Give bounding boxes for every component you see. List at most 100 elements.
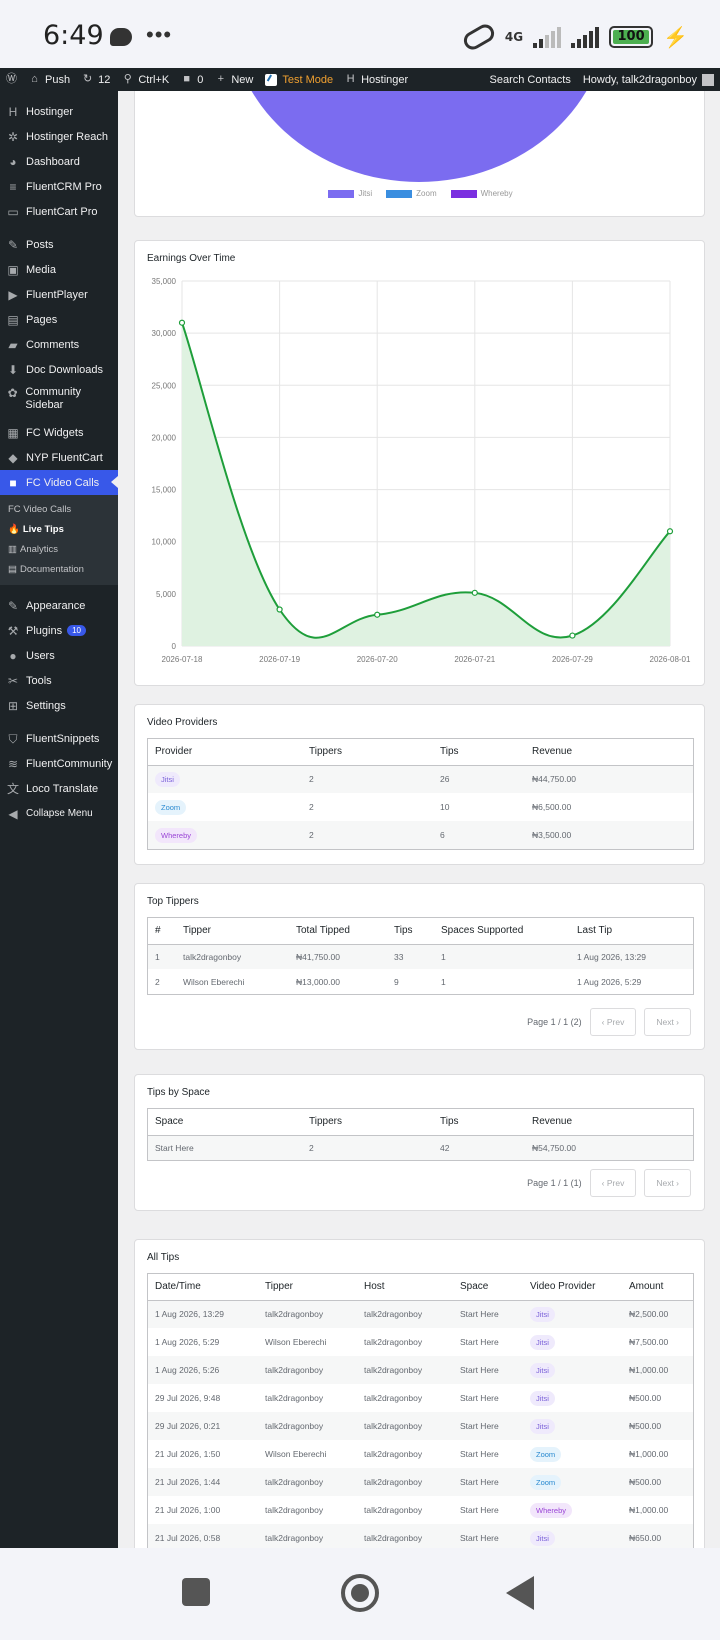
back-button[interactable]: [506, 1576, 534, 1610]
network-type: 4G: [504, 30, 524, 44]
data-point: [178, 319, 186, 326]
tips-by-space-title: Tips by Space: [147, 1087, 210, 1098]
tips-by-space-table: Space Tippers Tips Revenue Start Here 2 …: [147, 1108, 694, 1161]
home-button[interactable]: [341, 1574, 379, 1612]
comments-link[interactable]: ■ 0: [175, 68, 209, 91]
test-mode-link[interactable]: Test Mode: [259, 68, 339, 91]
download-icon: ⬇: [7, 362, 19, 377]
command-search-button[interactable]: ⚲ Ctrl+K: [116, 68, 175, 91]
sidebar-item-media[interactable]: ▣ Media: [7, 262, 56, 277]
prev-button[interactable]: ‹ Prev: [589, 1008, 637, 1036]
sidebar-item-fluentsnippets[interactable]: ⛉ FluentSnippets: [0, 726, 118, 751]
sidebar-item-appearance[interactable]: ✎ Appearance: [7, 598, 86, 613]
provider-badge: Jitsi: [530, 1418, 555, 1434]
status-bar: 6:49 ••• 4G 100 ⚡: [0, 0, 720, 68]
comment-icon: ■: [183, 73, 191, 85]
search-contacts-link[interactable]: Search Contacts: [484, 68, 577, 91]
hostinger-link[interactable]: H Hostinger: [339, 68, 414, 91]
comments-count: 0: [197, 73, 204, 86]
hostinger-label: Hostinger: [361, 73, 409, 86]
prev-button[interactable]: ‹ Prev: [589, 1169, 637, 1197]
sidebar-item-fc-video-calls[interactable]: ■ FC Video Calls: [0, 470, 118, 495]
y-tick-label: 15,000: [152, 486, 177, 495]
plus-icon: +: [217, 73, 225, 85]
signal-icon-2: [571, 26, 600, 48]
submenu-live-tips[interactable]: 🔥 Live Tips: [8, 523, 64, 535]
data-point: [569, 632, 576, 639]
sidebar-item-comments[interactable]: ▰ Comments: [0, 332, 118, 357]
all-tips-title: All Tips: [147, 1252, 180, 1263]
submenu-fc-video-calls[interactable]: FC Video Calls: [8, 503, 72, 515]
sidebar-item-fluentcommunity[interactable]: ≋ FluentCommunity: [7, 756, 113, 771]
sidebar-item-fluentcart[interactable]: ▭ FluentCart Pro: [7, 204, 98, 219]
brush-icon: ✎: [7, 598, 19, 613]
new-content-button[interactable]: + New: [209, 68, 259, 91]
hostinger-icon: H: [346, 73, 355, 85]
comments-icon: ▰: [8, 337, 18, 352]
widgets-icon: ▦: [7, 425, 19, 440]
video-camera-icon: ■: [9, 475, 17, 490]
sidebar-item-dashboard[interactable]: ◕ Dashboard: [0, 149, 118, 174]
account-menu[interactable]: Howdy, talk2dragonboy: [577, 68, 720, 91]
wrench-icon: ✂: [7, 673, 19, 688]
site-name-link[interactable]: ⌂ Push: [23, 68, 76, 91]
link-icon: [460, 21, 498, 53]
sidebar-item-settings[interactable]: ⊞ Settings: [7, 698, 66, 713]
table-row: Whereby 2 6 ₦3,500.00: [148, 821, 693, 849]
submenu-documentation[interactable]: ▤ Documentation: [8, 563, 84, 575]
sidebar-item-hostinger[interactable]: H Hostinger: [0, 99, 118, 124]
book-icon: ▤: [8, 563, 17, 575]
community-icon: ✿: [7, 386, 18, 400]
data-point: [276, 606, 283, 613]
recent-apps-button[interactable]: [182, 1578, 210, 1606]
col-tips: Tips: [433, 739, 525, 766]
sidebar-item-fluentcrm[interactable]: ≡ FluentCRM Pro: [0, 174, 118, 199]
next-button[interactable]: Next ›: [644, 1008, 691, 1036]
refresh-icon: ↻: [82, 73, 93, 85]
wordpress-logo-button[interactable]: Ⓦ: [0, 68, 23, 91]
y-tick-label: 20,000: [152, 433, 177, 442]
battery-level: 100: [613, 30, 650, 44]
fc-video-calls-submenu: FC Video Calls 🔥 Live Tips ▥ Analytics ▤ Do…: [0, 495, 118, 585]
sidebar-item-posts[interactable]: ✎ Posts: [7, 237, 54, 252]
sidebar-item-fluentplayer[interactable]: ▶ FluentPlayer: [0, 282, 118, 307]
table-row: Jitsi 2 26 ₦44,750.00: [148, 765, 693, 793]
pie-slice-jitsi: [229, 91, 609, 182]
sidebar-item-community-sidebar[interactable]: ✿ Community Sidebar: [7, 386, 82, 411]
table-row: 1 Aug 2026, 5:29 Wilson Eberechi talk2drag…: [148, 1328, 693, 1356]
table-row: 21 Jul 2026, 1:44 talk2dragonboy talk2drag…: [148, 1468, 693, 1496]
site-name: Push: [45, 73, 71, 86]
top-tippers-pagination: Page 1 / 1 (2) ‹ Prev Next ›: [527, 1008, 691, 1036]
hostinger-icon: H: [8, 104, 18, 119]
sidebar-item-pages[interactable]: ▤ Pages: [7, 312, 58, 327]
data-point: [471, 589, 478, 596]
sidebar-item-loco-translate[interactable]: 文 Loco Translate: [6, 781, 99, 796]
legend-jitsi[interactable]: Jitsi: [328, 189, 372, 198]
sidebar-item-users[interactable]: ● Users: [0, 643, 118, 668]
sidebar-item-plugins[interactable]: ⚒ Plugins 10: [0, 618, 118, 643]
earnings-line: [181, 322, 671, 639]
updates-count: 12: [98, 73, 111, 86]
y-tick-label: 0: [172, 642, 177, 651]
submenu-analytics[interactable]: ▥ Analytics: [8, 543, 58, 555]
sidebar-item-tools[interactable]: ✂ Tools: [7, 673, 52, 688]
next-button[interactable]: Next ›: [644, 1169, 691, 1197]
legend-zoom[interactable]: Zoom: [386, 189, 437, 198]
provider-badge: Whereby: [530, 1502, 573, 1518]
search-shortcut: Ctrl+K: [138, 73, 170, 86]
fluentcart-icon: ▭: [7, 204, 19, 219]
sidebar-item-nyp-fluentcart[interactable]: ◆ NYP FluentCart: [0, 445, 118, 470]
top-tippers-table: # Tipper Total Tipped Tips Spaces Suppor…: [147, 917, 694, 995]
sidebar-item-hostinger-reach[interactable]: ✲ Hostinger Reach: [7, 129, 108, 144]
updates-link[interactable]: ↻ 12: [76, 68, 116, 91]
battery-icon: 100: [609, 26, 654, 48]
all-tips-card: All Tips Date/Time Tipper Host Space Vid…: [134, 1239, 705, 1548]
sidebar-item-doc-downloads[interactable]: ⬇ Doc Downloads: [7, 362, 104, 377]
y-tick-label: 35,000: [152, 277, 177, 286]
collapse-menu-button[interactable]: ◀ Collapse Menu: [0, 801, 118, 826]
legend-whereby[interactable]: Whereby: [450, 189, 513, 198]
table-row: 29 Jul 2026, 0:21 talk2dragonboy talk2drag…: [148, 1412, 693, 1440]
sidebar-item-fc-widgets[interactable]: ▦ FC Widgets: [7, 425, 84, 440]
table-row: 29 Jul 2026, 9:48 talk2dragonboy talk2drag…: [148, 1384, 693, 1412]
